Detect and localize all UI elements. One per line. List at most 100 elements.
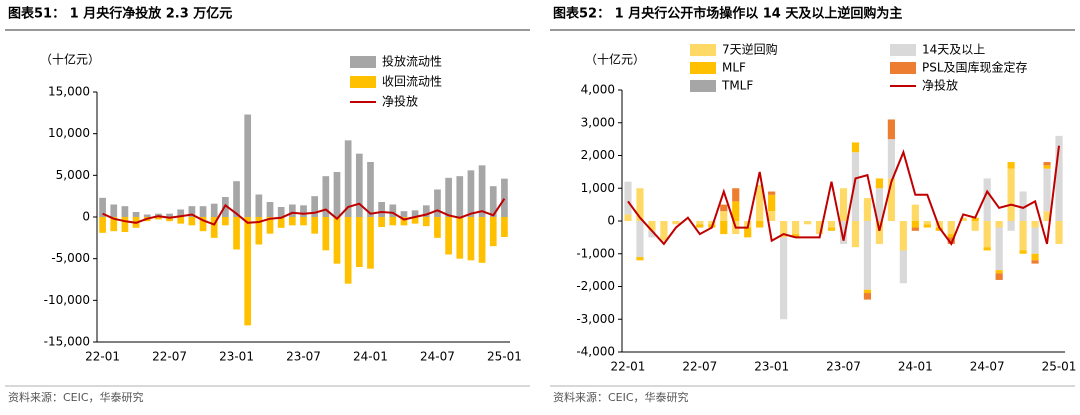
bar bbox=[166, 217, 173, 222]
bar-segment bbox=[720, 204, 728, 212]
bar bbox=[311, 217, 319, 234]
unit-label: （十亿元） bbox=[585, 52, 645, 67]
bar-segment bbox=[863, 221, 872, 290]
bar bbox=[233, 217, 240, 250]
bar bbox=[99, 217, 106, 233]
legend-label: 14天及以上 bbox=[922, 43, 985, 57]
bar-segment bbox=[923, 221, 931, 225]
bar-segment bbox=[1043, 168, 1051, 212]
bar bbox=[445, 217, 452, 255]
unit-label: （十亿元） bbox=[40, 52, 100, 67]
bar bbox=[199, 206, 207, 217]
bar bbox=[355, 217, 363, 267]
y-tick-label: 2,000 bbox=[581, 148, 615, 162]
bar bbox=[434, 217, 441, 238]
bar bbox=[311, 196, 319, 217]
y-tick-label: 10,000 bbox=[48, 126, 90, 140]
bar bbox=[255, 217, 263, 245]
bar-segment bbox=[732, 201, 740, 221]
x-tick-label: 25-01 bbox=[1042, 360, 1077, 374]
bar bbox=[288, 217, 296, 226]
y-tick-label: -1,000 bbox=[576, 246, 615, 260]
bar-segment bbox=[780, 221, 788, 238]
legend-label: 净投放 bbox=[922, 78, 958, 93]
legend-label: 净投放 bbox=[382, 94, 418, 109]
bar-segment bbox=[708, 221, 716, 225]
legend-swatch bbox=[890, 62, 916, 74]
bar-segment bbox=[648, 230, 656, 238]
bar bbox=[255, 194, 263, 217]
bar-segment bbox=[863, 289, 872, 294]
bar-segment bbox=[827, 221, 836, 228]
bar bbox=[333, 217, 341, 264]
bar bbox=[478, 217, 486, 263]
bar-segment bbox=[780, 237, 788, 320]
bar bbox=[110, 204, 118, 217]
legend-swatch bbox=[690, 80, 716, 92]
bar-segment bbox=[863, 198, 872, 221]
x-tick-label: 24-01 bbox=[898, 360, 933, 374]
legend-swatch bbox=[350, 56, 376, 68]
bar-segment bbox=[995, 270, 1003, 274]
bar-segment bbox=[696, 224, 704, 228]
bar bbox=[467, 217, 475, 261]
bar bbox=[244, 114, 252, 217]
bar-segment bbox=[815, 221, 824, 235]
bar bbox=[467, 170, 475, 217]
bar bbox=[400, 217, 408, 226]
x-tick-label: 23-07 bbox=[286, 350, 321, 364]
bar bbox=[389, 204, 397, 217]
bar bbox=[244, 217, 252, 326]
bar-segment bbox=[959, 217, 967, 221]
bar-segment bbox=[1019, 221, 1027, 251]
x-tick-label: 23-07 bbox=[826, 360, 861, 374]
bar-segment bbox=[983, 247, 991, 251]
bar bbox=[300, 217, 307, 226]
y-tick-label: -15,000 bbox=[44, 335, 90, 349]
bar-segment bbox=[792, 221, 800, 235]
x-tick-label: 22-01 bbox=[85, 350, 120, 364]
y-tick-label: -2,000 bbox=[576, 279, 615, 293]
bar-segment bbox=[827, 227, 836, 231]
bar-segment bbox=[1007, 221, 1015, 231]
bar bbox=[367, 162, 374, 217]
bar bbox=[300, 205, 307, 217]
bar-segment bbox=[947, 237, 955, 244]
bar bbox=[177, 209, 185, 217]
bar-segment bbox=[720, 211, 728, 221]
x-tick-label: 24-07 bbox=[420, 350, 455, 364]
bar bbox=[456, 176, 464, 217]
x-tick-label: 22-01 bbox=[611, 360, 646, 374]
y-tick-label: 5,000 bbox=[56, 168, 90, 182]
bar-segment bbox=[756, 221, 764, 228]
bar-segment bbox=[947, 221, 955, 235]
bar-segment bbox=[851, 142, 860, 153]
bar-segment bbox=[756, 184, 764, 221]
y-tick-label: 15,000 bbox=[48, 85, 90, 99]
bar-segment bbox=[875, 178, 884, 189]
bar bbox=[188, 217, 196, 226]
bar-segment bbox=[648, 221, 656, 231]
bar bbox=[411, 217, 419, 224]
bar bbox=[434, 189, 441, 217]
bar bbox=[277, 217, 285, 228]
bar bbox=[143, 214, 151, 217]
bar-segment bbox=[1031, 221, 1039, 228]
bar-segment bbox=[696, 221, 704, 225]
bar bbox=[188, 206, 196, 217]
bar bbox=[222, 217, 229, 226]
bar bbox=[99, 197, 106, 217]
bar-segment bbox=[720, 221, 728, 235]
x-tick-label: 25-01 bbox=[487, 350, 522, 364]
bar bbox=[378, 217, 385, 227]
line bbox=[102, 198, 506, 226]
bar bbox=[199, 217, 207, 232]
legend-label: 投放流动性 bbox=[382, 54, 442, 69]
bar-segment bbox=[971, 221, 979, 231]
bar-segment bbox=[1043, 211, 1051, 221]
bar bbox=[489, 217, 497, 247]
bar bbox=[411, 210, 419, 217]
bar-segment bbox=[839, 188, 848, 221]
bar-segment bbox=[851, 152, 860, 221]
